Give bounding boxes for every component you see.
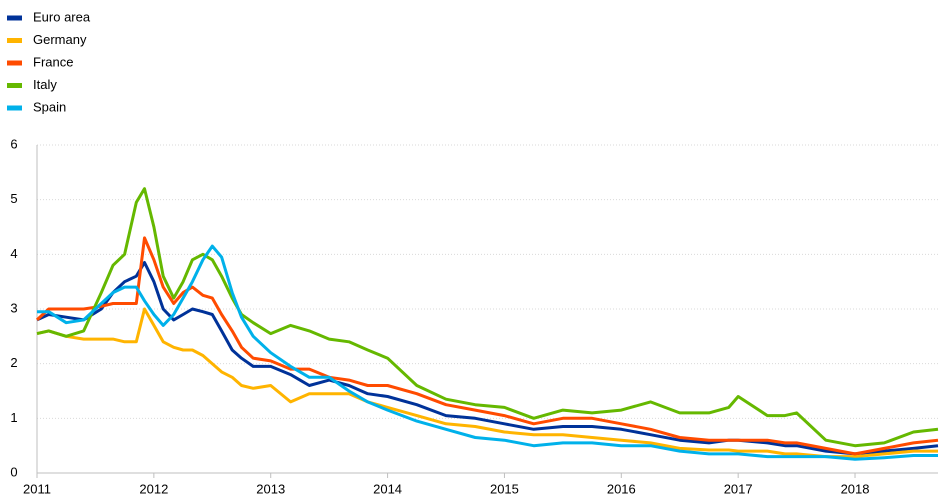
legend-swatch xyxy=(7,60,22,66)
x-tick-label: 2016 xyxy=(607,481,636,496)
legend-swatch xyxy=(7,83,22,88)
x-tick-label: 2012 xyxy=(139,481,168,496)
y-tick-label: 3 xyxy=(10,300,17,315)
x-tick-label: 2015 xyxy=(490,481,519,496)
y-tick-label: 6 xyxy=(10,136,17,151)
legend-swatch xyxy=(7,38,22,43)
y-tick-label: 4 xyxy=(10,246,17,261)
series-line xyxy=(35,236,939,456)
legend-swatch xyxy=(7,105,22,111)
legend-label: France xyxy=(33,54,73,69)
y-tick-label: 5 xyxy=(10,191,17,206)
series-line xyxy=(37,244,938,461)
x-tick-label: 2018 xyxy=(841,481,870,496)
y-tick-label: 0 xyxy=(10,464,17,479)
legend-label: Euro area xyxy=(33,9,91,24)
series-line xyxy=(36,261,939,456)
y-tick-label: 1 xyxy=(10,410,17,425)
x-tick-label: 2014 xyxy=(373,481,402,496)
x-tick-label: 2017 xyxy=(724,481,753,496)
series-line xyxy=(36,187,939,448)
legend-label: Spain xyxy=(33,99,66,114)
legend-swatch xyxy=(7,15,22,21)
series-line xyxy=(36,307,938,459)
x-tick-label: 2011 xyxy=(23,481,51,496)
y-tick-label: 2 xyxy=(10,355,17,370)
x-tick-label: 2013 xyxy=(256,481,285,496)
legend-label: Italy xyxy=(33,77,57,92)
legend-label: Germany xyxy=(33,32,87,47)
